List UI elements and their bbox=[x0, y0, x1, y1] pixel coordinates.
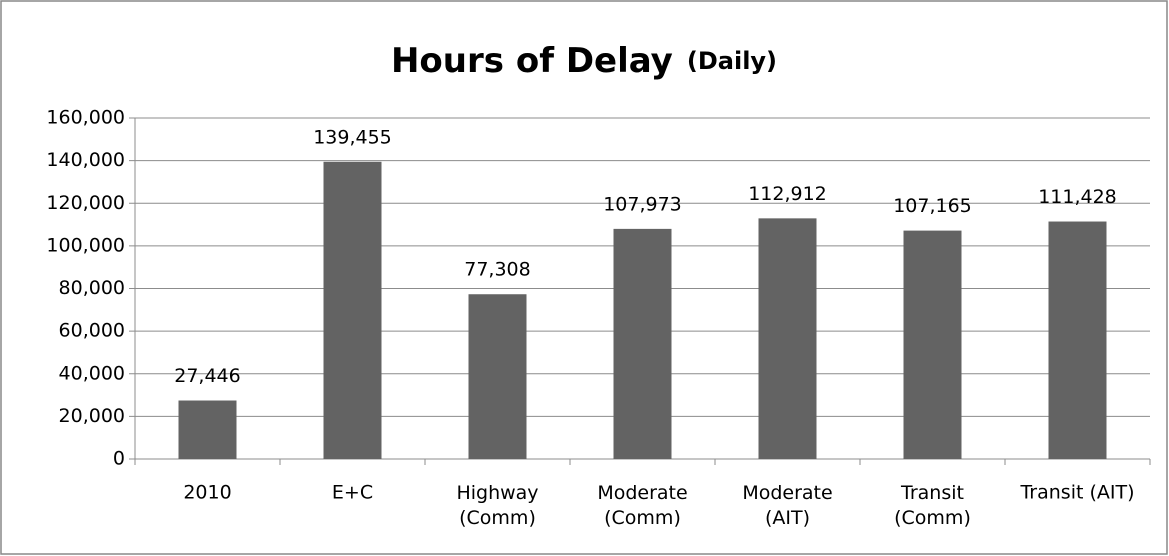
data-label: 77,308 bbox=[464, 259, 530, 281]
x-tick-label: 2010 bbox=[183, 482, 231, 504]
chart-subtitle: (Daily) bbox=[687, 47, 777, 75]
bar bbox=[613, 228, 672, 459]
x-tick-label: Transit (Comm) bbox=[894, 482, 971, 529]
bar bbox=[1048, 221, 1107, 459]
data-label: 139,455 bbox=[313, 126, 392, 148]
bar bbox=[758, 218, 817, 459]
data-label: 107,973 bbox=[603, 193, 682, 215]
data-label: 111,428 bbox=[1038, 186, 1117, 208]
bar bbox=[468, 294, 527, 459]
bar bbox=[323, 161, 382, 459]
y-tick-label: 140,000 bbox=[46, 149, 125, 171]
y-tick-label: 0 bbox=[113, 448, 125, 470]
y-tick-label: 60,000 bbox=[59, 320, 125, 342]
x-tick-label: E+C bbox=[332, 482, 373, 504]
bar bbox=[903, 230, 962, 459]
data-label: 112,912 bbox=[748, 183, 827, 205]
chart-title-group: Hours of Delay (Daily) bbox=[391, 41, 777, 81]
y-tick-label: 100,000 bbox=[46, 234, 125, 256]
bar bbox=[178, 400, 237, 459]
x-tick-label: Highway (Comm) bbox=[456, 482, 538, 529]
chart-title: Hours of Delay bbox=[391, 41, 673, 81]
x-tick-label: Transit (AIT) bbox=[1019, 482, 1134, 504]
x-tick-label: Moderate (AIT) bbox=[742, 482, 832, 529]
data-label: 107,165 bbox=[893, 195, 972, 217]
y-tick-label: 40,000 bbox=[59, 362, 125, 384]
y-tick-label: 120,000 bbox=[46, 192, 125, 214]
x-tick-label: Moderate (Comm) bbox=[597, 482, 687, 529]
y-tick-label: 20,000 bbox=[59, 405, 125, 427]
data-label: 27,446 bbox=[174, 365, 240, 387]
y-tick-label: 160,000 bbox=[46, 107, 125, 129]
y-tick-label: 80,000 bbox=[59, 277, 125, 299]
